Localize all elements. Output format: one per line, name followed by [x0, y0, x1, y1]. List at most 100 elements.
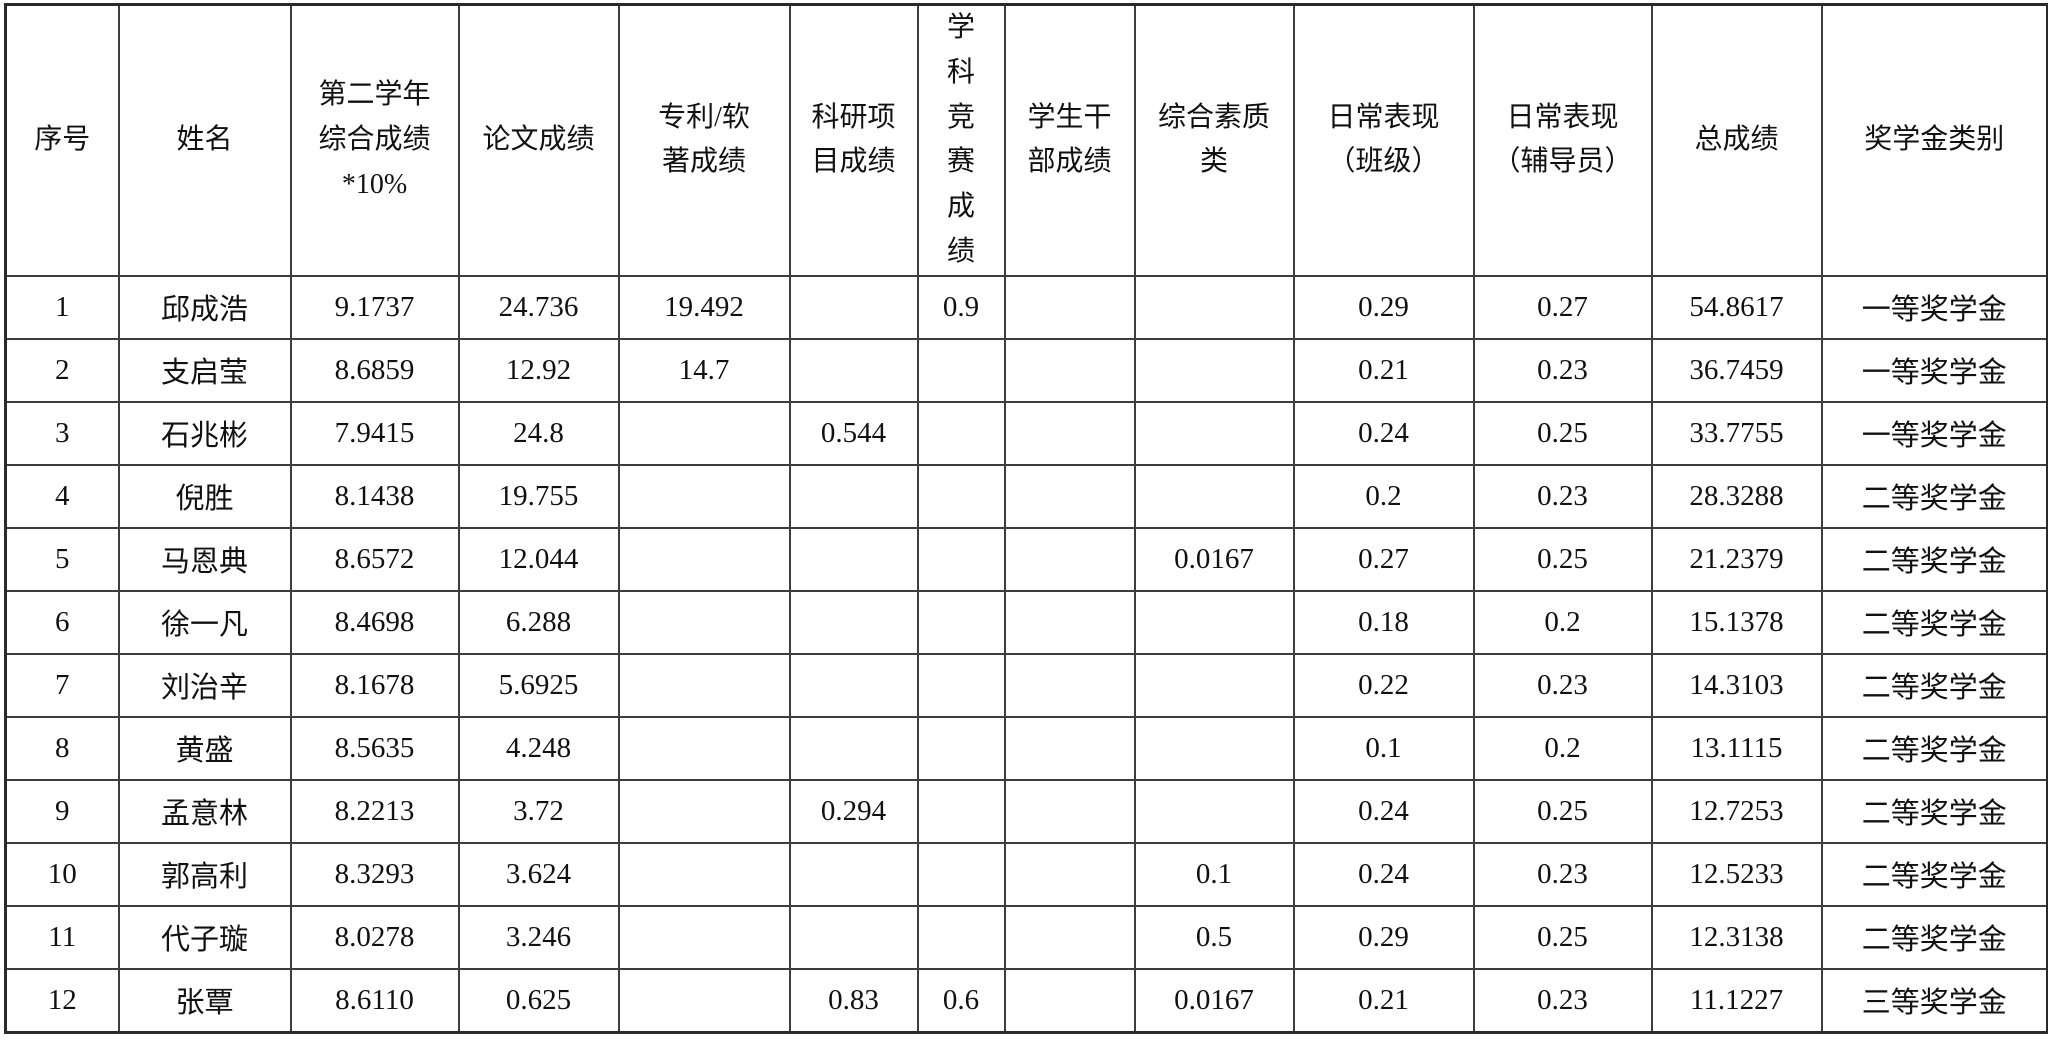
table-body: 1 邱成浩 9.1737 24.736 19.492 0.9 0.29 0.27 54.8617… [4, 274, 2048, 1034]
competition-score-cell [916, 841, 1006, 907]
index-cell: 7 [4, 652, 120, 718]
paper-score-cell: 3.246 [457, 904, 620, 970]
col-header-year2-composite: 第二学年 综合成绩 *10% [289, 3, 460, 277]
research-score-cell [788, 652, 919, 718]
daily-class-cell: 0.24 [1292, 841, 1475, 907]
scholarship-type-cell: 二等奖学金 [1820, 778, 2048, 844]
col-header-paper-score: 论文成绩 [457, 3, 620, 277]
table-row: 5 马恩典 8.6572 12.044 0.0167 0.27 0.25 21.2379 二等奖… [4, 526, 2048, 592]
research-score-cell [788, 904, 919, 970]
patent-score-cell [617, 463, 791, 529]
paper-score-cell: 3.624 [457, 841, 620, 907]
year2-composite-cell: 8.6110 [289, 967, 460, 1034]
name-cell: 石兆彬 [117, 400, 292, 466]
paper-score-cell: 4.248 [457, 715, 620, 781]
scholarship-type-cell: 一等奖学金 [1820, 400, 2048, 466]
total-score-cell: 28.3288 [1650, 463, 1823, 529]
total-score-cell: 12.5233 [1650, 841, 1823, 907]
daily-counselor-cell: 0.23 [1472, 337, 1653, 403]
daily-counselor-cell: 0.23 [1472, 463, 1653, 529]
daily-counselor-cell: 0.25 [1472, 526, 1653, 592]
scholarship-type-cell: 三等奖学金 [1820, 967, 2048, 1034]
cadre-score-cell [1003, 967, 1136, 1034]
table-row: 10 郭高利 8.3293 3.624 0.1 0.24 0.23 12.5233 二等奖学金 [4, 841, 2048, 907]
daily-class-cell: 0.18 [1292, 589, 1475, 655]
col-header-index: 序号 [4, 3, 120, 277]
name-cell: 孟意林 [117, 778, 292, 844]
cadre-score-cell [1003, 526, 1136, 592]
quality-score-cell: 0.5 [1133, 904, 1295, 970]
daily-class-cell: 0.27 [1292, 526, 1475, 592]
daily-class-cell: 0.29 [1292, 274, 1475, 340]
name-cell: 支启莹 [117, 337, 292, 403]
cadre-score-cell [1003, 715, 1136, 781]
cadre-score-cell [1003, 463, 1136, 529]
index-cell: 4 [4, 463, 120, 529]
paper-score-cell: 24.736 [457, 274, 620, 340]
col-header-competition-score: 学 科 竞 赛 成 绩 [916, 3, 1006, 277]
scholarship-type-cell: 二等奖学金 [1820, 841, 2048, 907]
daily-class-cell: 0.29 [1292, 904, 1475, 970]
competition-score-cell [916, 400, 1006, 466]
header-row: 序号 姓名 第二学年 综合成绩 *10% 论文成绩 专利/软 著成绩 科研项 目成绩学 科… [4, 3, 2048, 277]
research-score-cell [788, 715, 919, 781]
quality-score-cell: 0.0167 [1133, 526, 1295, 592]
index-cell: 5 [4, 526, 120, 592]
name-cell: 邱成浩 [117, 274, 292, 340]
col-header-total-score: 总成绩 [1650, 3, 1823, 277]
index-cell: 8 [4, 715, 120, 781]
cadre-score-cell [1003, 841, 1136, 907]
quality-score-cell: 0.1 [1133, 841, 1295, 907]
patent-score-cell: 14.7 [617, 337, 791, 403]
index-cell: 11 [4, 904, 120, 970]
competition-score-cell: 0.6 [916, 967, 1006, 1034]
competition-score-cell [916, 778, 1006, 844]
col-header-name: 姓名 [117, 3, 292, 277]
daily-counselor-cell: 0.2 [1472, 589, 1653, 655]
cadre-score-cell [1003, 274, 1136, 340]
quality-score-cell [1133, 274, 1295, 340]
total-score-cell: 33.7755 [1650, 400, 1823, 466]
col-header-quality-score: 综合素质 类 [1133, 3, 1295, 277]
table-row: 4 倪胜 8.1438 19.755 0.2 0.23 28.3288 二等奖学金 [4, 463, 2048, 529]
name-cell: 郭高利 [117, 841, 292, 907]
col-header-cadre-score: 学生干 部成绩 [1003, 3, 1136, 277]
patent-score-cell [617, 715, 791, 781]
patent-score-cell: 19.492 [617, 274, 791, 340]
paper-score-cell: 6.288 [457, 589, 620, 655]
index-cell: 12 [4, 967, 120, 1034]
patent-score-cell [617, 904, 791, 970]
index-cell: 9 [4, 778, 120, 844]
year2-composite-cell: 8.6859 [289, 337, 460, 403]
daily-counselor-cell: 0.27 [1472, 274, 1653, 340]
name-cell: 刘治辛 [117, 652, 292, 718]
competition-score-cell [916, 652, 1006, 718]
scholarship-type-cell: 二等奖学金 [1820, 526, 2048, 592]
competition-score-cell [916, 589, 1006, 655]
col-header-research-score: 科研项 目成绩 [788, 3, 919, 277]
daily-counselor-cell: 0.25 [1472, 400, 1653, 466]
paper-score-cell: 19.755 [457, 463, 620, 529]
year2-composite-cell: 8.5635 [289, 715, 460, 781]
table-row: 2 支启莹 8.6859 12.92 14.7 0.21 0.23 36.7459 一等奖学金 [4, 337, 2048, 403]
quality-score-cell [1133, 337, 1295, 403]
table-row: 8 黄盛 8.5635 4.248 0.1 0.2 13.1115 二等奖学金 [4, 715, 2048, 781]
total-score-cell: 21.2379 [1650, 526, 1823, 592]
paper-score-cell: 3.72 [457, 778, 620, 844]
index-cell: 2 [4, 337, 120, 403]
total-score-cell: 14.3103 [1650, 652, 1823, 718]
name-cell: 徐一凡 [117, 589, 292, 655]
competition-score-cell [916, 463, 1006, 529]
competition-score-cell [916, 904, 1006, 970]
patent-score-cell [617, 589, 791, 655]
col-header-daily-class: 日常表现 （班级） [1292, 3, 1475, 277]
paper-score-cell: 12.92 [457, 337, 620, 403]
competition-score-cell [916, 526, 1006, 592]
quality-score-cell [1133, 589, 1295, 655]
index-cell: 1 [4, 274, 120, 340]
scholarship-type-cell: 一等奖学金 [1820, 274, 2048, 340]
table-row: 12 张覃 8.6110 0.625 0.83 0.6 0.0167 0.21 0.23 11.1… [4, 967, 2048, 1034]
quality-score-cell [1133, 715, 1295, 781]
cadre-score-cell [1003, 400, 1136, 466]
cadre-score-cell [1003, 904, 1136, 970]
